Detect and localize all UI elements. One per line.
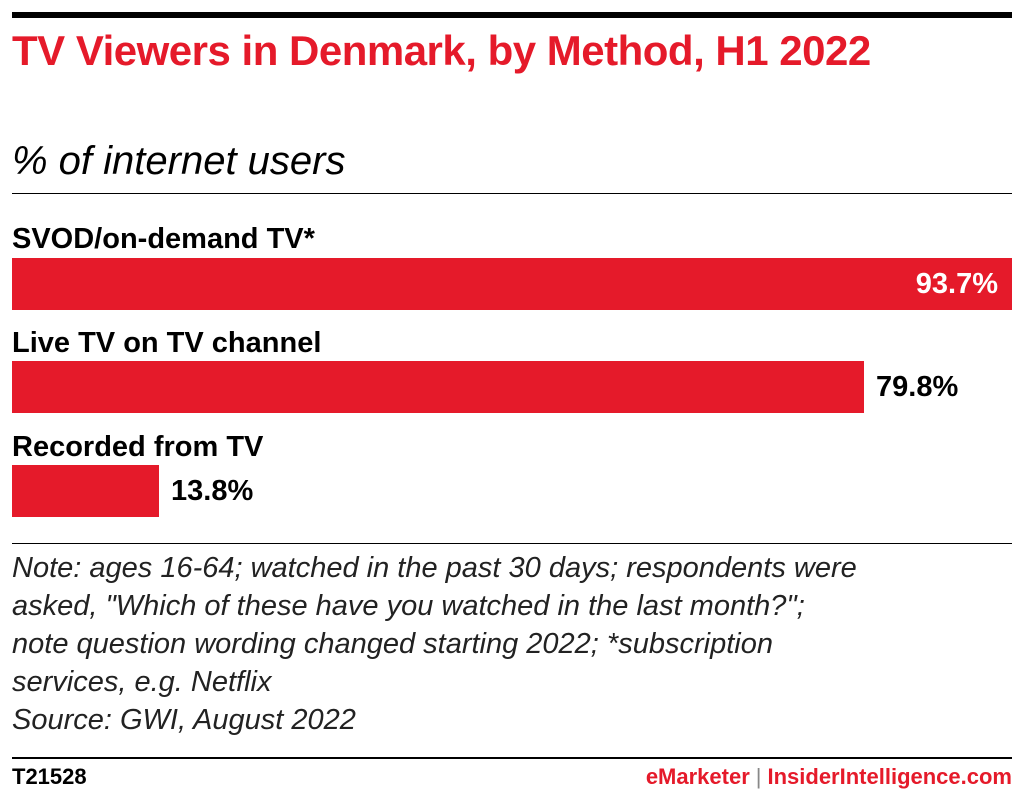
- note-line: services, e.g. Netflix: [12, 666, 272, 698]
- data-label: 13.8%: [171, 475, 254, 507]
- note-line: asked, "Which of these have you watched …: [12, 590, 805, 622]
- category-label: SVOD/on-demand TV*: [12, 223, 315, 255]
- data-label: 79.8%: [876, 371, 959, 403]
- bar: [12, 465, 159, 517]
- chart-subtitle: % of internet users: [12, 139, 346, 183]
- brand-separator: |: [755, 764, 762, 789]
- chart-title: TV Viewers in Denmark, by Method, H1 202…: [12, 27, 871, 74]
- header-divider: [12, 193, 1012, 194]
- chart-notes: Note: ages 16-64; watched in the past 30…: [12, 549, 1012, 739]
- source-line: Source: GWI, August 2022: [12, 704, 356, 736]
- bar: [12, 361, 864, 413]
- category-label: Live TV on TV channel: [12, 327, 322, 359]
- chart-id: T21528: [12, 764, 87, 789]
- bar: [12, 258, 1012, 310]
- category-label: Recorded from TV: [12, 431, 264, 463]
- note-line: Note: ages 16-64; watched in the past 30…: [12, 552, 857, 584]
- data-label: 93.7%: [915, 268, 998, 300]
- brand-footer: eMarketer | InsiderIntelligence.com: [646, 763, 1012, 791]
- footer-divider: [12, 757, 1012, 759]
- emarketer-logo-text: eMarketer: [645, 764, 750, 789]
- note-line: note question wording changed starting 2…: [12, 628, 773, 660]
- top-rule: [12, 12, 1012, 18]
- insider-intelligence-link: InsiderIntelligence.com: [767, 764, 1012, 789]
- notes-divider: [12, 543, 1012, 544]
